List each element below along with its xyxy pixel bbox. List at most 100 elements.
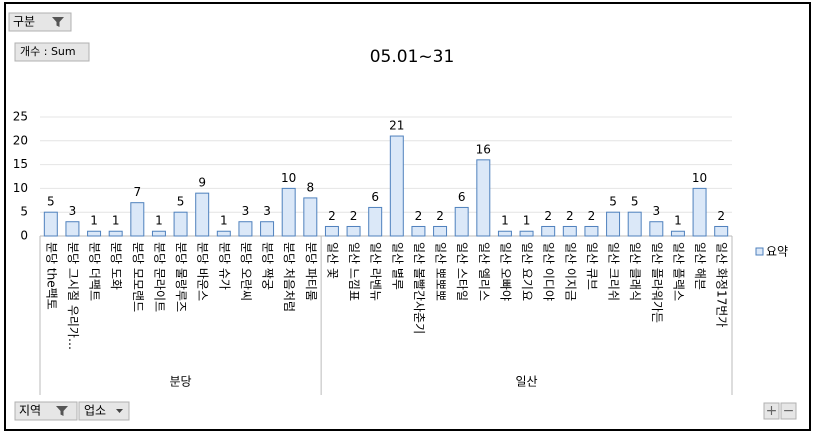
value-field-label[interactable]: 개수 : Sum [20, 45, 76, 58]
data-label: 2 [566, 209, 574, 223]
bar [541, 225, 556, 237]
data-label: 8 [306, 180, 314, 194]
data-label: 6 [458, 190, 466, 204]
x-tick-label: 분당 문라이트 [152, 242, 166, 312]
data-label: 3 [69, 204, 77, 218]
bar [562, 225, 577, 237]
filter-icon [52, 17, 64, 27]
x-tick-label: 일산 큐브 [585, 242, 599, 290]
bar [216, 230, 231, 237]
y-tick-label: 5 [20, 205, 28, 219]
data-label: 3 [263, 204, 271, 218]
bar [433, 225, 448, 237]
x-tick-label: 분당 파티룸 [304, 242, 318, 301]
x-tick-label: 일산 크리쉬 [607, 242, 621, 301]
x-tick-label: 일산 볼빨간사춘기 [412, 242, 426, 334]
data-label: 1 [90, 214, 98, 228]
y-tick-label: 0 [20, 229, 28, 243]
group-label: 분당 [170, 375, 192, 389]
x-tick-label: 일산 별루 [390, 242, 404, 290]
data-label: 3 [652, 204, 660, 218]
bar [151, 230, 166, 237]
data-label: 5 [609, 195, 617, 209]
frame [4, 2, 811, 431]
bar [130, 202, 145, 237]
data-label: 1 [220, 214, 228, 228]
bar [670, 230, 685, 237]
x-tick-label: 분당 더팩트 [88, 242, 102, 301]
data-label: 10 [281, 171, 296, 185]
data-label: 1 [674, 214, 682, 228]
x-tick-label: 일산 이디야 [542, 242, 556, 301]
data-label: 21 [389, 119, 404, 133]
x-tick-label: 분당 물랑루즈 [174, 242, 188, 312]
axis-field-label[interactable]: 업소 [84, 404, 106, 418]
y-tick-label: 10 [13, 181, 28, 195]
filter-icon [56, 406, 68, 416]
bar [324, 225, 339, 237]
bar [606, 211, 621, 237]
x-tick-label: 분당 처음처럼 [282, 242, 296, 312]
x-tick-label: 일산 꽃 [325, 242, 339, 279]
x-tick-label: 일산 이지금 [563, 242, 577, 301]
data-label: 6 [371, 190, 379, 204]
bar [238, 221, 253, 237]
bar [627, 211, 642, 237]
data-label: 16 [476, 142, 491, 156]
data-label: 2 [328, 209, 336, 223]
x-tick-label: 분당 도화 [109, 242, 123, 290]
bar [195, 192, 210, 237]
legend-swatch [755, 247, 764, 256]
x-tick-label: 일산 해븐 [693, 242, 707, 290]
zoom-button[interactable] [780, 402, 797, 420]
dropdown-arrow [116, 409, 123, 413]
bar [260, 221, 275, 237]
x-tick-label: 분당 슈가 [217, 242, 231, 290]
data-label: 1 [501, 214, 509, 228]
bar [281, 187, 296, 237]
bar [714, 225, 729, 237]
zoom-out[interactable]: − [783, 403, 795, 419]
x-tick-label: 일산 엘리스 [477, 242, 491, 301]
data-label: 5 [631, 195, 639, 209]
bar [43, 211, 58, 237]
x-tick-label: 분당 그시절 우리가… [66, 242, 80, 350]
axis-field-label[interactable]: 지역 [19, 404, 41, 418]
bar [65, 221, 80, 237]
bar [476, 159, 491, 237]
data-label: 2 [544, 209, 552, 223]
x-tick-label: 일산 요기요 [520, 242, 534, 301]
data-label: 2 [717, 209, 725, 223]
x-tick-label: 일산 뽀뽀뽀 [434, 242, 448, 301]
bar [519, 230, 534, 237]
x-tick-label: 일산 스타일 [455, 242, 469, 301]
x-tick-label: 분당 바운스 [196, 242, 210, 301]
x-tick-label: 일산 플라워가든 [650, 242, 664, 323]
zoom-button[interactable] [763, 402, 780, 420]
bar [692, 187, 707, 237]
data-label: 1 [112, 214, 120, 228]
bar [87, 230, 102, 237]
data-label: 2 [436, 209, 444, 223]
x-tick-label: 일산 플렉스 [671, 242, 685, 301]
x-tick-label: 일산 느낌표 [347, 242, 361, 301]
axis-field-button[interactable] [78, 401, 130, 421]
filter-label[interactable]: 구분 [13, 15, 35, 29]
x-tick-label: 일산 라벤뉴 [369, 242, 383, 301]
value-field-button[interactable] [14, 42, 90, 62]
bar [368, 206, 383, 237]
x-tick-label: 일산 화정17번가 [715, 242, 729, 327]
bar [303, 197, 318, 237]
bar [173, 211, 188, 237]
y-tick-label: 20 [13, 133, 28, 147]
x-tick-label: 분당 짝궁 [261, 242, 275, 290]
bar [389, 135, 404, 237]
data-label: 2 [415, 209, 423, 223]
data-label: 9 [198, 176, 206, 190]
bar [497, 230, 512, 237]
data-label: 3 [242, 204, 250, 218]
zoom-in[interactable]: + [766, 403, 778, 419]
data-label: 2 [350, 209, 358, 223]
data-label: 1 [523, 214, 531, 228]
